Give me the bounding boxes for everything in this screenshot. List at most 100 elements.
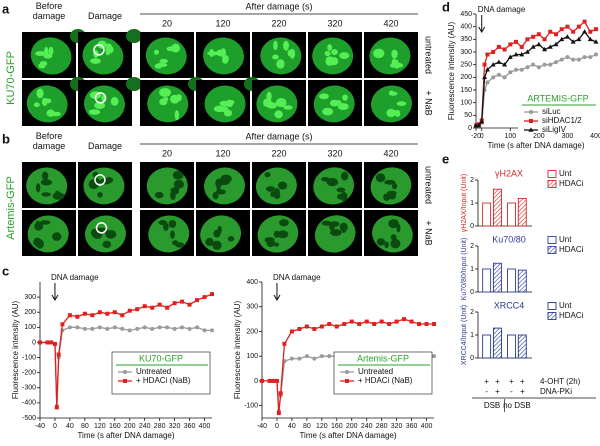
x-tick-label: 240 bbox=[361, 423, 373, 430]
condition-mark: + bbox=[520, 377, 525, 386]
nucleolus bbox=[174, 110, 180, 121]
legend-marker bbox=[123, 379, 127, 383]
data-point bbox=[594, 27, 598, 32]
data-point bbox=[38, 340, 42, 345]
data-point bbox=[485, 80, 490, 85]
y-axis-label: γH2AX/Input (Unit) bbox=[461, 174, 468, 232]
data-point bbox=[502, 62, 508, 67]
legend-title: Artemis-GFP bbox=[357, 353, 409, 363]
data-point bbox=[490, 62, 496, 67]
nucleolus bbox=[337, 193, 345, 200]
data-point bbox=[542, 62, 547, 67]
condition-mark: + bbox=[484, 377, 489, 386]
data-point bbox=[67, 325, 72, 330]
nucleolus bbox=[104, 177, 114, 184]
legend-swatch bbox=[547, 246, 557, 254]
nucleus bbox=[370, 85, 412, 123]
data-point bbox=[588, 29, 593, 34]
data-point bbox=[276, 411, 281, 416]
bar bbox=[482, 202, 492, 227]
bar bbox=[492, 262, 502, 293]
nucleolus bbox=[159, 87, 172, 97]
data-point bbox=[536, 41, 542, 47]
data-point bbox=[372, 322, 377, 327]
damage-spot bbox=[95, 222, 108, 234]
data-point bbox=[554, 32, 558, 37]
x-tick-label: 400 bbox=[590, 133, 600, 140]
data-point bbox=[165, 325, 170, 330]
data-point bbox=[491, 75, 496, 80]
annotation: DNA damage bbox=[51, 273, 99, 282]
nucleolus bbox=[395, 109, 401, 118]
data-point bbox=[105, 326, 110, 331]
data-point bbox=[379, 319, 384, 324]
data-point bbox=[514, 67, 518, 72]
data-point bbox=[297, 356, 302, 361]
legend-swatch bbox=[547, 312, 557, 320]
y-tick-label: 0 bbox=[32, 339, 36, 346]
data-point bbox=[479, 119, 485, 124]
legend-swatch bbox=[547, 170, 557, 178]
legend-box bbox=[333, 351, 433, 395]
column-header: Before damage bbox=[32, 1, 66, 21]
legend-label: siLigIV bbox=[542, 125, 567, 134]
legend-label: Unt bbox=[559, 301, 572, 310]
data-point bbox=[559, 57, 564, 62]
condition-mark: + bbox=[495, 377, 500, 386]
data-point bbox=[432, 354, 436, 359]
x-tick-label: 200 bbox=[346, 423, 358, 430]
protein-label: Artemis-GFP bbox=[5, 176, 17, 240]
data-point bbox=[45, 340, 50, 345]
data-point bbox=[508, 70, 513, 75]
data-point bbox=[571, 57, 576, 62]
annotation: DNA damage bbox=[273, 273, 321, 282]
panel-letter: a bbox=[2, 1, 10, 16]
nucleolus bbox=[88, 109, 101, 115]
data-point bbox=[142, 325, 147, 330]
nucleolus bbox=[327, 44, 333, 51]
data-point bbox=[97, 325, 102, 330]
nucleolus bbox=[48, 46, 54, 56]
bar bbox=[492, 327, 502, 359]
data-point bbox=[531, 62, 536, 67]
data-point bbox=[554, 60, 558, 65]
time-label: 220 bbox=[271, 18, 286, 28]
nucleolus bbox=[33, 102, 40, 108]
nucleolus bbox=[383, 193, 391, 201]
data-point bbox=[536, 65, 541, 70]
y-tick-label: 2 bbox=[470, 309, 474, 316]
data-point bbox=[594, 52, 598, 57]
data-point bbox=[476, 122, 482, 128]
condition-mark: + bbox=[495, 387, 500, 396]
nucleolus bbox=[324, 51, 331, 57]
data-point bbox=[548, 62, 553, 67]
x-tick-label: -40 bbox=[257, 423, 267, 430]
y-tick-label: 200 bbox=[24, 309, 36, 316]
nucleolus bbox=[390, 238, 401, 249]
data-point bbox=[157, 325, 162, 330]
data-point bbox=[387, 322, 392, 327]
nucleolus bbox=[159, 58, 168, 64]
data-point bbox=[304, 324, 309, 329]
nucleolus bbox=[337, 103, 349, 110]
data-point bbox=[432, 322, 436, 327]
x-tick-label: 400 bbox=[421, 423, 433, 430]
y-tick-label: 100 bbox=[24, 324, 36, 331]
nucleus bbox=[82, 37, 124, 75]
nucleolus bbox=[326, 178, 339, 187]
data-point bbox=[593, 39, 599, 44]
y-tick-label: 0 bbox=[254, 378, 258, 385]
y-tick-label: -300 bbox=[22, 385, 36, 392]
data-point bbox=[576, 57, 581, 62]
nucleolus bbox=[272, 54, 279, 60]
nucleolus bbox=[339, 52, 350, 59]
data-point bbox=[319, 324, 324, 329]
data-point bbox=[120, 326, 125, 331]
nucleolus bbox=[331, 48, 338, 55]
nucleolus bbox=[169, 94, 180, 104]
neighbor-cell bbox=[126, 77, 142, 91]
legend-label: siLuc bbox=[542, 107, 561, 116]
x-tick-label: 120 bbox=[94, 423, 106, 430]
x-axis-label: Time (s after DNA damage) bbox=[299, 431, 396, 440]
